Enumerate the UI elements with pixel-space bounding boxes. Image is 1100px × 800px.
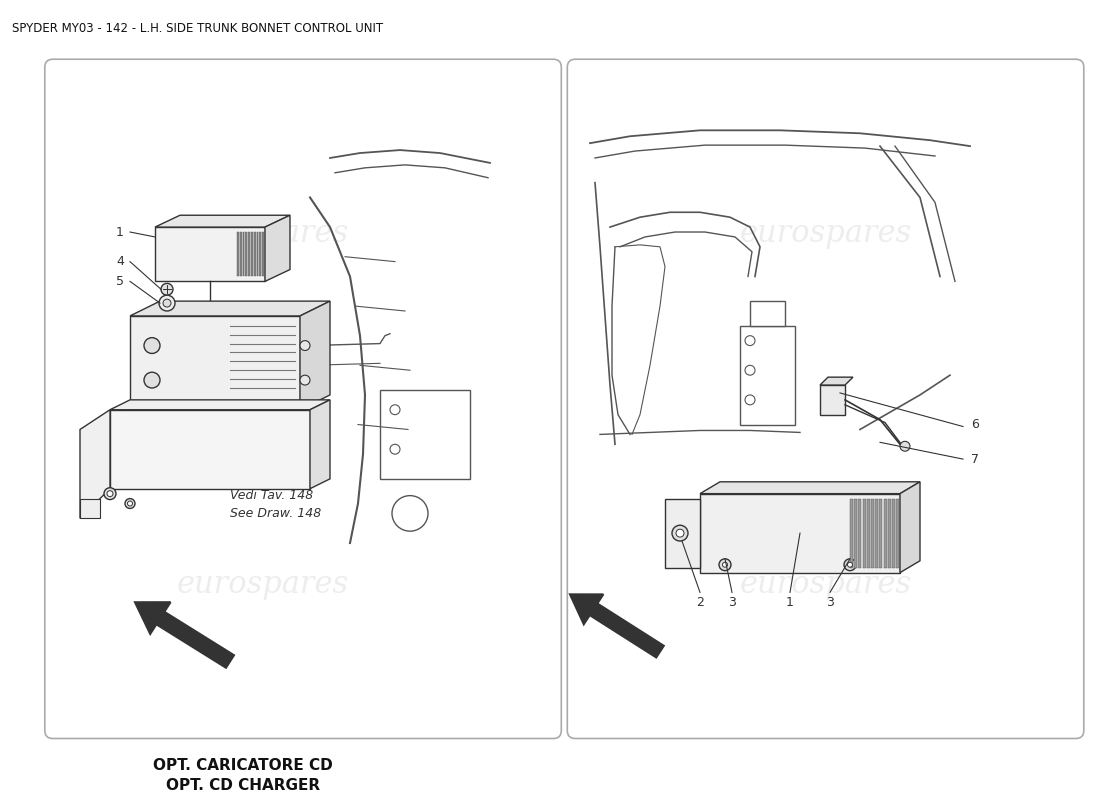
Polygon shape xyxy=(850,498,853,568)
Polygon shape xyxy=(310,400,330,489)
Polygon shape xyxy=(265,215,290,282)
Polygon shape xyxy=(130,301,330,316)
Circle shape xyxy=(723,562,727,567)
Circle shape xyxy=(160,295,175,311)
Text: 1: 1 xyxy=(117,226,124,238)
Text: 5: 5 xyxy=(116,275,124,288)
Text: 7: 7 xyxy=(971,453,979,466)
Polygon shape xyxy=(700,494,900,573)
Polygon shape xyxy=(249,232,250,277)
Polygon shape xyxy=(700,482,920,494)
Polygon shape xyxy=(155,215,290,227)
Polygon shape xyxy=(858,498,861,568)
Polygon shape xyxy=(256,232,258,277)
Circle shape xyxy=(300,375,310,385)
Polygon shape xyxy=(110,400,330,410)
Polygon shape xyxy=(110,410,310,489)
FancyArrow shape xyxy=(135,602,234,668)
Text: Vedi Tav. 148
See Draw. 148: Vedi Tav. 148 See Draw. 148 xyxy=(230,489,321,520)
Polygon shape xyxy=(750,301,785,326)
Text: 2: 2 xyxy=(696,596,704,609)
Polygon shape xyxy=(871,498,874,568)
Polygon shape xyxy=(888,498,891,568)
Circle shape xyxy=(745,366,755,375)
Text: eurospares: eurospares xyxy=(177,569,349,600)
Circle shape xyxy=(719,559,732,570)
Circle shape xyxy=(128,501,132,506)
Polygon shape xyxy=(155,227,265,282)
Circle shape xyxy=(390,444,400,454)
Circle shape xyxy=(161,283,173,295)
Circle shape xyxy=(125,498,135,509)
Polygon shape xyxy=(251,232,253,277)
Circle shape xyxy=(163,299,170,307)
Text: 3: 3 xyxy=(826,596,834,609)
Circle shape xyxy=(900,442,910,451)
Polygon shape xyxy=(243,232,244,277)
Polygon shape xyxy=(80,410,110,518)
Polygon shape xyxy=(876,498,878,568)
Polygon shape xyxy=(820,385,845,414)
Polygon shape xyxy=(262,232,264,277)
Text: eurospares: eurospares xyxy=(739,569,912,600)
Text: 1: 1 xyxy=(786,596,794,609)
Polygon shape xyxy=(236,232,239,277)
Circle shape xyxy=(844,559,856,570)
Polygon shape xyxy=(892,498,895,568)
Circle shape xyxy=(104,488,116,499)
Polygon shape xyxy=(896,498,899,568)
Circle shape xyxy=(676,529,684,537)
Text: OPT. CARICATORE CD
OPT. CD CHARGER: OPT. CARICATORE CD OPT. CD CHARGER xyxy=(153,758,333,793)
Polygon shape xyxy=(379,390,470,479)
Circle shape xyxy=(745,395,755,405)
Circle shape xyxy=(392,496,428,531)
FancyBboxPatch shape xyxy=(568,59,1084,738)
Polygon shape xyxy=(862,498,866,568)
Circle shape xyxy=(144,338,159,354)
Circle shape xyxy=(672,526,688,541)
Circle shape xyxy=(847,562,852,567)
FancyArrow shape xyxy=(570,594,663,658)
Polygon shape xyxy=(666,498,700,568)
Polygon shape xyxy=(254,232,255,277)
Polygon shape xyxy=(820,377,852,385)
Text: SPYDER MY03 - 142 - L.H. SIDE TRUNK BONNET CONTROL UNIT: SPYDER MY03 - 142 - L.H. SIDE TRUNK BONN… xyxy=(12,22,383,34)
Polygon shape xyxy=(80,498,100,518)
Polygon shape xyxy=(240,232,242,277)
Polygon shape xyxy=(260,232,261,277)
Text: 4: 4 xyxy=(117,255,124,268)
Circle shape xyxy=(300,341,310,350)
Polygon shape xyxy=(300,301,330,410)
Text: eurospares: eurospares xyxy=(177,218,349,249)
Text: 6: 6 xyxy=(971,418,979,431)
Circle shape xyxy=(144,372,159,388)
Polygon shape xyxy=(245,232,248,277)
Polygon shape xyxy=(883,498,887,568)
FancyBboxPatch shape xyxy=(45,59,561,738)
Circle shape xyxy=(745,336,755,346)
Polygon shape xyxy=(900,482,920,573)
Polygon shape xyxy=(740,326,795,425)
Text: eurospares: eurospares xyxy=(739,218,912,249)
Polygon shape xyxy=(867,498,870,568)
Polygon shape xyxy=(879,498,882,568)
Circle shape xyxy=(107,490,113,497)
Polygon shape xyxy=(130,316,300,410)
Circle shape xyxy=(390,405,400,414)
Polygon shape xyxy=(855,498,857,568)
Text: 3: 3 xyxy=(728,596,736,609)
